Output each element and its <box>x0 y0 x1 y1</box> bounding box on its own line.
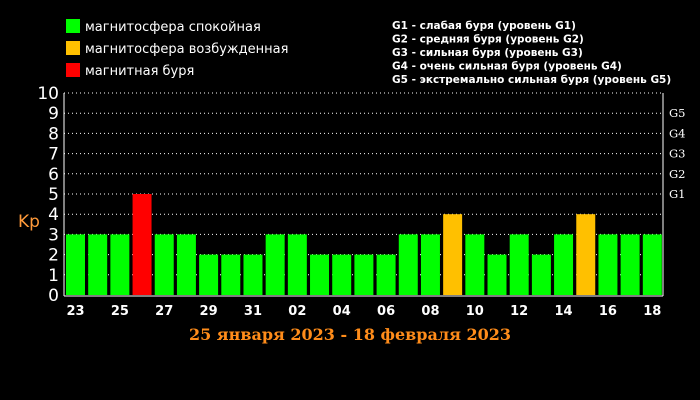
x-tick-label: 31 <box>244 304 262 319</box>
g-level-tick-labels: G1 G2 G3 G4 G5 <box>669 106 686 201</box>
g-level-description-1: G2 - средняя буря (уровень G2) <box>392 34 584 46</box>
bar <box>354 254 374 295</box>
bar <box>310 254 330 295</box>
x-tick-label: 02 <box>288 304 306 319</box>
bar <box>398 234 418 295</box>
bar <box>199 254 219 295</box>
y-tick-label: 6 <box>48 165 59 185</box>
bar <box>376 254 396 295</box>
bar <box>88 234 108 295</box>
bar <box>243 254 263 295</box>
legend-label-2: магнитная буря <box>85 64 194 79</box>
x-tick-label: 16 <box>599 304 617 319</box>
bar <box>110 234 130 295</box>
x-tick-label: 08 <box>421 304 439 319</box>
y-tick-label: 7 <box>48 145 59 165</box>
bar <box>554 234 574 295</box>
bar <box>487 254 507 295</box>
x-tick-label: 23 <box>66 304 84 319</box>
g-level-description-3: G4 - очень сильная буря (уровень G4) <box>392 61 622 73</box>
x-tick-label: 12 <box>510 304 528 319</box>
axes <box>63 93 664 297</box>
grid-lines <box>64 92 663 276</box>
bar <box>66 234 85 295</box>
g-level-tick-label: G4 <box>669 126 686 140</box>
g-level-tick-label: G3 <box>669 147 686 161</box>
legend-swatch-2 <box>66 63 80 77</box>
x-tick-label: 06 <box>377 304 395 319</box>
legend: магнитосфера спокойная магнитосфера возбу… <box>66 19 288 79</box>
bar <box>509 234 529 295</box>
bar <box>420 234 440 295</box>
legend-swatch-0 <box>66 19 80 33</box>
x-tick-label: 27 <box>155 304 173 319</box>
x-tick-label: 18 <box>643 304 661 319</box>
bar <box>265 234 285 295</box>
date-range: 25 января 2023 - 18 февраля 2023 <box>189 325 511 344</box>
y-tick-label: 2 <box>48 246 59 266</box>
legend-label-1: магнитосфера возбужденная <box>85 42 288 57</box>
y-tick-label: 5 <box>48 185 59 205</box>
bar <box>443 214 463 295</box>
legend-swatch-1 <box>66 41 80 55</box>
bar <box>154 234 174 295</box>
y-tick-label: 8 <box>48 124 59 144</box>
bar <box>287 234 307 295</box>
g-level-description-2: G3 - сильная буря (уровень G3) <box>392 47 583 59</box>
g-level-legend: G1 - слабая буря (уровень G1) G2 - средня… <box>392 20 671 86</box>
bar <box>221 254 241 295</box>
y-tick-label: 3 <box>48 225 59 245</box>
bar <box>332 254 352 295</box>
bar <box>642 234 662 295</box>
bar <box>176 234 196 295</box>
g-level-tick-label: G1 <box>669 187 686 201</box>
g-level-description-4: G5 - экстремально сильная буря (уровень … <box>392 74 671 86</box>
bar <box>132 194 152 295</box>
bars <box>66 194 662 295</box>
x-tick-label: 29 <box>200 304 218 319</box>
y-tick-label: 0 <box>48 286 59 306</box>
g-level-description-0: G1 - слабая буря (уровень G1) <box>392 20 576 32</box>
bar <box>531 254 551 295</box>
legend-label-0: магнитосфера спокойная <box>85 20 261 35</box>
g-level-tick-label: G5 <box>669 106 686 120</box>
y-axis-label: Kp <box>18 212 40 232</box>
x-tick-labels: 23 25 27 29 31 02 04 06 08 10 12 14 16 18 <box>66 304 661 319</box>
x-tick-label: 10 <box>466 304 484 319</box>
bar <box>598 234 618 295</box>
y-tick-label: 9 <box>48 104 59 124</box>
y-tick-label: 1 <box>48 266 59 286</box>
x-tick-label: 14 <box>555 304 573 319</box>
y-tick-label: 4 <box>48 205 59 225</box>
x-tick-label: 25 <box>111 304 129 319</box>
y-tick-label: 10 <box>37 84 59 104</box>
g-level-tick-label: G2 <box>669 167 686 181</box>
bar <box>465 234 485 295</box>
bar <box>576 214 596 295</box>
x-tick-label: 04 <box>333 304 351 319</box>
bar <box>620 234 640 295</box>
